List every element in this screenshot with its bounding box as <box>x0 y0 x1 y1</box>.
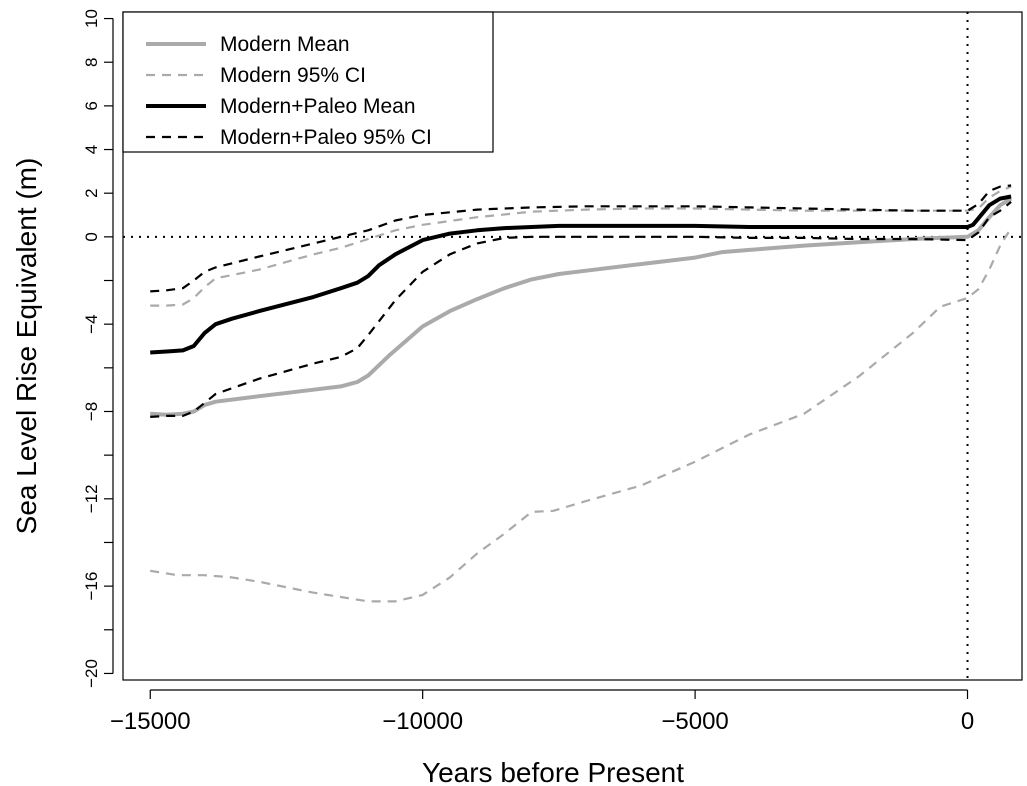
legend-box <box>122 11 494 153</box>
plot-lines <box>123 12 1022 680</box>
legend-label: Modern Mean <box>220 33 350 56</box>
x-tick-label: −15000 <box>110 708 191 735</box>
series-modern-paleo-95-ci-lower <box>150 201 1012 418</box>
y-tick-label: −8 <box>82 402 101 421</box>
plot-frame <box>122 11 1023 681</box>
legend-label: Modern+Paleo 95% CI <box>220 126 432 149</box>
x-axis: −15000 −10000 −5000 0 <box>110 689 974 735</box>
x-tick-label: −10000 <box>382 708 463 735</box>
y-axis: −20 −16 −12 −8 −4 0 2 4 6 8 10 <box>82 9 114 688</box>
y-tick-label: −4 <box>82 314 101 333</box>
series-modern-paleo-mean <box>150 194 1012 355</box>
x-tick-label: 0 <box>961 708 974 735</box>
legend: Modern Mean Modern 95% CI Modern+Paleo Mea… <box>122 11 494 153</box>
y-tick-label: 6 <box>82 101 101 110</box>
x-axis-title: Years before Present <box>422 757 684 786</box>
y-tick-label: 8 <box>82 57 101 66</box>
y-tick-label: 2 <box>82 188 101 197</box>
y-tick-label: 0 <box>82 232 101 241</box>
y-tick-label: −20 <box>82 659 101 688</box>
legend-label: Modern+Paleo Mean <box>220 95 416 118</box>
y-axis-title: Sea Level Rise Equivalent (m) <box>11 158 42 535</box>
series-modern-paleo-95-ci <box>150 184 1012 293</box>
y-tick-label: −12 <box>82 484 101 513</box>
series-modern-95-ci <box>150 185 1012 307</box>
y-tick-label: −16 <box>82 572 101 601</box>
series-modern-95-ci-lower <box>150 227 1013 603</box>
y-tick-label: 4 <box>82 145 101 154</box>
x-tick-label: −5000 <box>661 708 728 735</box>
y-tick-label: 10 <box>82 9 101 28</box>
legend-label: Modern 95% CI <box>220 64 366 87</box>
